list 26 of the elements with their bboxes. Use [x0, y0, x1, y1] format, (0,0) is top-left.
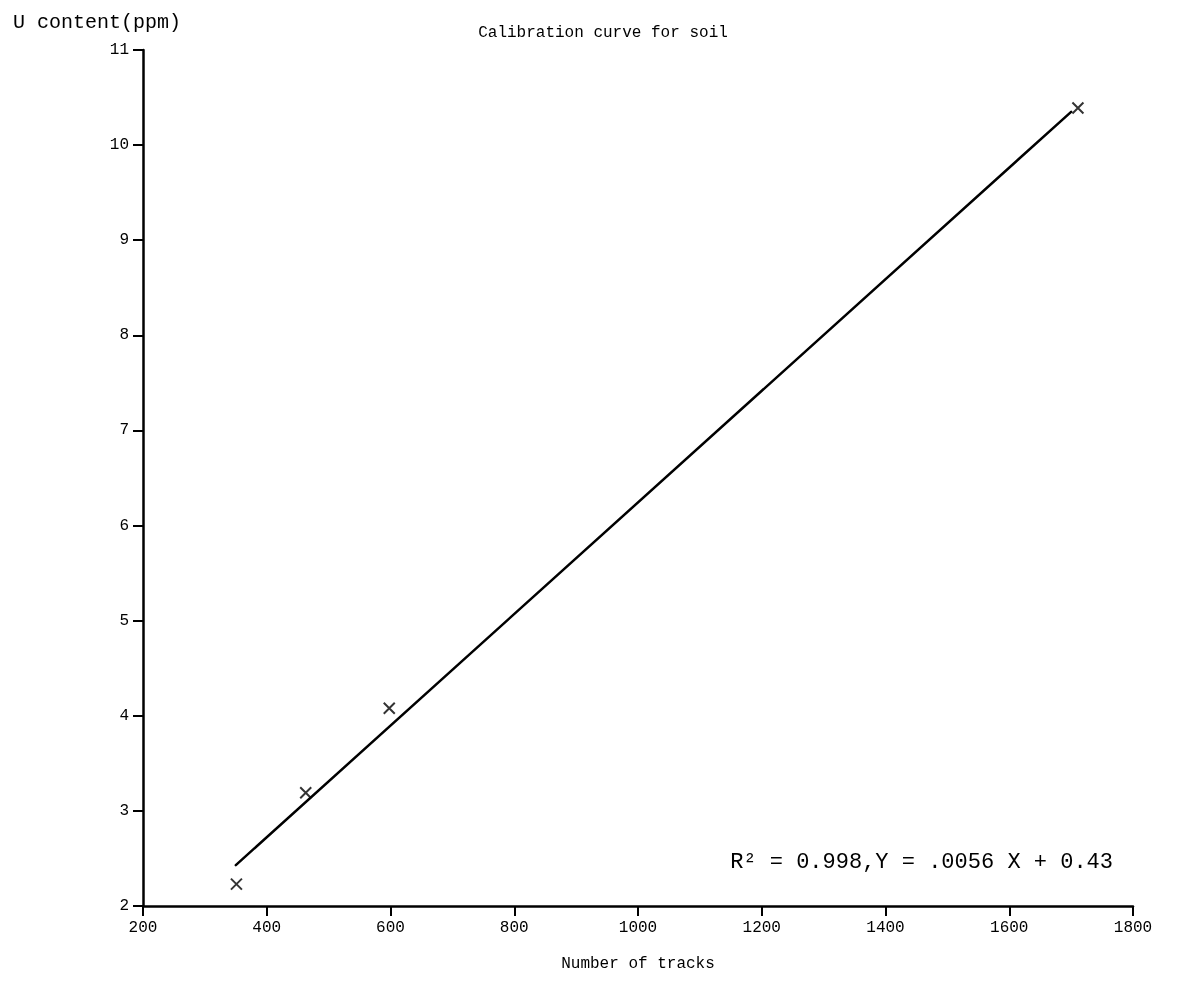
chart-title: Calibration curve for soil	[478, 24, 728, 42]
x-tick-label: 200	[128, 919, 158, 937]
point	[299, 786, 313, 800]
y-tick-label: 11	[109, 41, 129, 59]
x-tick-label: 1600	[990, 919, 1029, 937]
y-tick-label: 6	[119, 516, 129, 535]
y-axis-title: U content(ppm)	[13, 10, 182, 34]
annotation: R² = 0.998,Y = .0056 X + 0.43	[730, 849, 1114, 875]
point	[229, 877, 243, 891]
y-tick-label: 2	[119, 897, 129, 915]
y-tick-label: 9	[119, 231, 129, 250]
x-tick-label: 1400	[866, 919, 905, 937]
x-tick-label: 800	[499, 919, 529, 937]
x-tick-label: 1200	[742, 919, 781, 937]
y-tick-label: 5	[119, 611, 129, 630]
y-tick-label: 4	[119, 706, 129, 725]
point	[382, 701, 396, 715]
y-tick-label: 8	[119, 326, 129, 345]
x-axis-title: Number of tracks	[561, 955, 715, 973]
x-tick-label: 600	[376, 919, 405, 937]
y-tick-label: 7	[119, 421, 129, 440]
y-tick-label: 10	[109, 136, 129, 155]
y-tick-label: 3	[119, 801, 129, 820]
x-tick-label: 1000	[618, 919, 658, 937]
x-tick-label: 400	[252, 919, 282, 937]
x-tick-label: 1800	[1113, 919, 1153, 937]
